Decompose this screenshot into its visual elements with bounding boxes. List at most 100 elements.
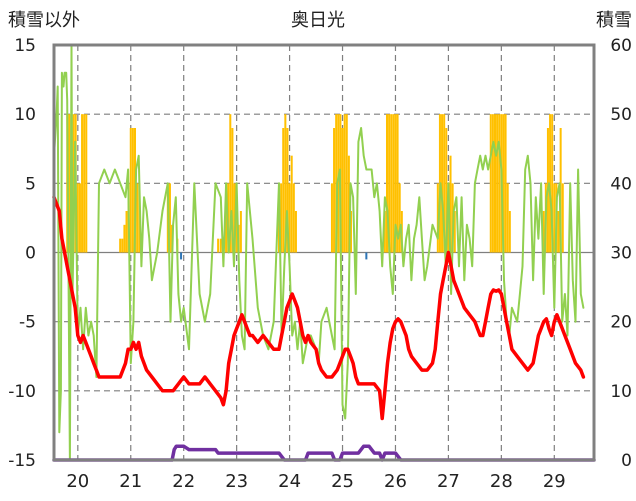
precip-bar bbox=[502, 114, 505, 253]
precip-bar bbox=[365, 252, 368, 260]
x-tick-label: 28 bbox=[490, 471, 513, 492]
precip-bar bbox=[508, 211, 511, 253]
green-line bbox=[53, 44, 585, 461]
y-left-tick-label: -5 bbox=[19, 313, 36, 333]
precip-bar bbox=[341, 128, 344, 253]
precip-bar bbox=[443, 114, 446, 253]
precip-bar bbox=[496, 114, 499, 253]
precip-bar bbox=[286, 128, 289, 253]
precip-bar bbox=[504, 114, 507, 253]
precip-bar bbox=[345, 114, 348, 253]
grid bbox=[54, 45, 594, 460]
precip-bar bbox=[294, 211, 297, 253]
y-left-label: 積雪以外 bbox=[8, 10, 80, 31]
y-left-tick-label: 10 bbox=[14, 105, 36, 125]
precip-bar bbox=[229, 114, 232, 253]
precip-bar bbox=[284, 114, 287, 253]
precip-bar bbox=[557, 211, 560, 253]
precip-bar bbox=[396, 114, 399, 253]
x-tick-label: 24 bbox=[278, 471, 301, 492]
precip-bar bbox=[453, 211, 456, 253]
precip-bar bbox=[491, 114, 494, 253]
snow-line bbox=[52, 444, 596, 462]
precip-bar bbox=[129, 128, 132, 253]
y-left-tick-label: -15 bbox=[8, 451, 36, 471]
precip-bar bbox=[239, 211, 242, 253]
precip-bar bbox=[349, 211, 353, 253]
precip-bar bbox=[81, 114, 84, 253]
y-left-tick-label: 5 bbox=[25, 174, 36, 194]
precip-bar bbox=[290, 155, 293, 253]
precip-bar bbox=[219, 238, 222, 253]
precip-bar bbox=[83, 114, 86, 253]
precip-bar bbox=[489, 114, 492, 253]
y-right-tick-label: 40 bbox=[610, 174, 632, 194]
precip-bar bbox=[383, 211, 386, 253]
x-tick-label: 26 bbox=[384, 471, 407, 492]
chart-title: 奥日光 bbox=[291, 10, 345, 31]
precip-bar bbox=[392, 114, 395, 253]
temperature-line bbox=[52, 195, 586, 421]
precip-bar bbox=[288, 183, 291, 253]
y-right-tick-label: 30 bbox=[610, 244, 632, 264]
x-tick-label: 29 bbox=[543, 471, 566, 492]
precip-bar bbox=[225, 211, 228, 253]
plot-frame bbox=[52, 43, 596, 462]
plot-border bbox=[52, 43, 596, 462]
precip-bar bbox=[553, 183, 556, 253]
precip-bar bbox=[493, 114, 497, 253]
y-right-label: 積雪 bbox=[596, 10, 632, 31]
precip-bar bbox=[235, 211, 238, 253]
x-tick-label: 22 bbox=[172, 471, 195, 492]
y-left-tick-label: 0 bbox=[25, 244, 36, 264]
precip-bar bbox=[449, 155, 452, 253]
precip-bar bbox=[168, 183, 171, 253]
precip-bar bbox=[445, 128, 448, 253]
precip-bar bbox=[78, 183, 81, 253]
y-right-tick-label: 20 bbox=[610, 313, 632, 333]
y-right-tick-label: 0 bbox=[621, 451, 632, 471]
x-tick-label: 25 bbox=[331, 471, 354, 492]
x-tick-label: 20 bbox=[66, 471, 89, 492]
y-left-tick-label: 15 bbox=[14, 36, 36, 56]
precip-bar bbox=[343, 114, 346, 253]
y-right-tick-label: 50 bbox=[610, 105, 632, 125]
precip-bar bbox=[542, 211, 545, 253]
x-tick-label: 27 bbox=[437, 471, 460, 492]
y-right-tick-label: 10 bbox=[610, 382, 632, 402]
precip-bar bbox=[217, 238, 220, 253]
precip-bar bbox=[125, 211, 128, 253]
precip-bar bbox=[390, 114, 393, 253]
precip-bar bbox=[347, 155, 350, 253]
precip-bar bbox=[394, 114, 397, 253]
precip-bar bbox=[337, 114, 340, 253]
precip-bar bbox=[180, 252, 183, 260]
precip-bar bbox=[121, 238, 124, 253]
precip-bar bbox=[441, 114, 444, 253]
precip-bar bbox=[330, 183, 333, 253]
precip-bar bbox=[85, 114, 88, 253]
precip-bar bbox=[333, 128, 336, 253]
precip-bar bbox=[119, 238, 122, 253]
precip-bar bbox=[549, 114, 552, 253]
precip-bar bbox=[123, 224, 126, 253]
precip-bar bbox=[280, 183, 283, 253]
y-right-tick-label: 60 bbox=[610, 36, 632, 56]
precip-bar bbox=[385, 114, 389, 253]
x-tick-label: 21 bbox=[119, 471, 142, 492]
precip-bar bbox=[68, 114, 71, 253]
precip-bar bbox=[136, 183, 139, 253]
x-tick-label: 23 bbox=[225, 471, 248, 492]
precip-bar bbox=[388, 114, 391, 253]
precip-bar bbox=[561, 183, 564, 253]
precip-bar bbox=[231, 128, 234, 253]
y-left-tick-label: -10 bbox=[8, 382, 36, 402]
precip-bar bbox=[335, 114, 338, 253]
precip-bar bbox=[498, 114, 501, 253]
precip-bar bbox=[282, 128, 285, 253]
precip-bar bbox=[551, 114, 554, 253]
precip-bar bbox=[131, 128, 134, 253]
precip-bar bbox=[76, 183, 79, 253]
